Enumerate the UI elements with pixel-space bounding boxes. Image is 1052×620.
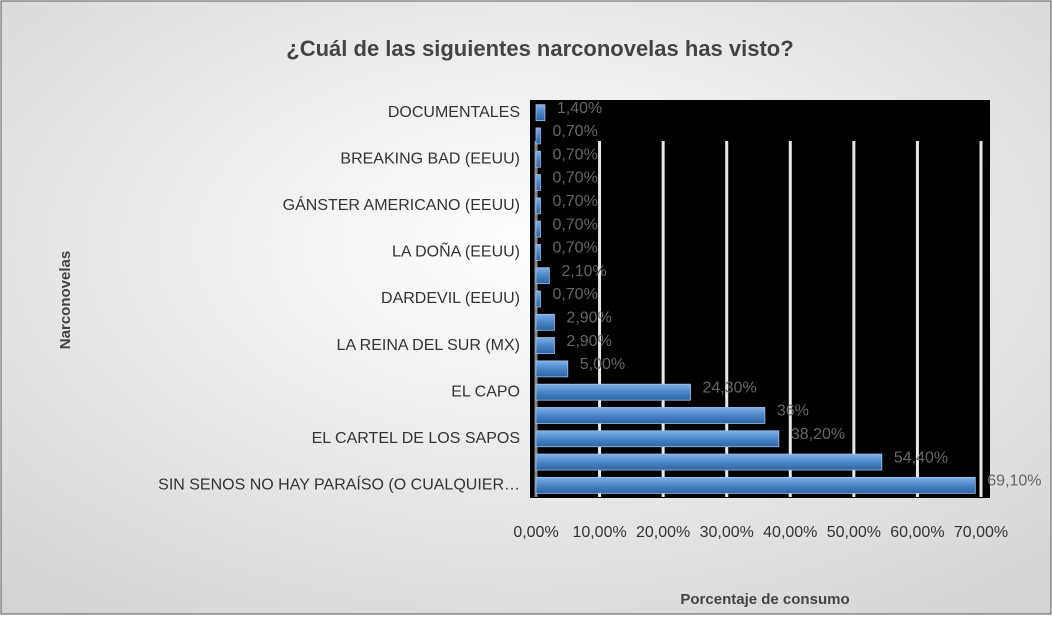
data-label: 5,00% bbox=[580, 356, 625, 373]
y-tick-label: GÁNSTER AMERICANO (EEUU) bbox=[283, 195, 520, 214]
data-label: 0,70% bbox=[552, 123, 597, 140]
bar bbox=[535, 430, 780, 448]
data-label: 0,70% bbox=[552, 240, 597, 257]
bar bbox=[535, 220, 541, 238]
bar bbox=[535, 290, 541, 308]
data-label: 38,20% bbox=[791, 426, 845, 443]
data-label: 2,10% bbox=[561, 263, 606, 280]
y-axis-title: Narconovelas bbox=[57, 251, 74, 349]
x-tick-label: 60,00% bbox=[890, 524, 944, 541]
bar bbox=[535, 383, 691, 401]
bar bbox=[535, 360, 569, 378]
bar bbox=[535, 244, 541, 261]
y-tick-label: DOCUMENTALES bbox=[388, 104, 520, 121]
bar bbox=[535, 174, 541, 191]
data-label: 69,10% bbox=[987, 473, 1041, 490]
x-tick-label: 50,00% bbox=[827, 524, 881, 541]
x-tick-label: 30,00% bbox=[700, 524, 754, 541]
data-label: 36% bbox=[777, 403, 809, 420]
bar bbox=[535, 476, 976, 494]
data-label: 2,90% bbox=[566, 333, 611, 350]
bar bbox=[535, 197, 541, 215]
x-tick-label: 40,00% bbox=[763, 524, 817, 541]
y-tick-label: SIN SENOS NO HAY PARAÍSO (O CUALQUIER… bbox=[158, 475, 520, 494]
x-axis-title: Porcentaje de consumo bbox=[680, 591, 849, 608]
data-label: 0,70% bbox=[552, 146, 597, 163]
bar bbox=[535, 104, 546, 122]
x-tick-label: 0,00% bbox=[513, 524, 558, 541]
x-tick-label: 20,00% bbox=[636, 524, 690, 541]
data-label: 2,90% bbox=[566, 310, 611, 327]
data-label: 0,70% bbox=[552, 170, 597, 187]
data-label: 0,70% bbox=[552, 193, 597, 210]
y-tick-label: LA REINA DEL SUR (MX) bbox=[337, 337, 520, 354]
data-label: 1,40% bbox=[557, 100, 602, 117]
y-tick-label: LA DOÑA (EEUU) bbox=[392, 241, 520, 261]
chart-title: ¿Cuál de las siguientes narconovelas has… bbox=[286, 36, 793, 61]
bar bbox=[535, 407, 766, 424]
y-tick-label: DARDEVIL (EEUU) bbox=[381, 290, 520, 307]
x-tick-label: 70,00% bbox=[954, 524, 1008, 541]
y-tick-label: BREAKING BAD (EEUU) bbox=[340, 150, 520, 167]
bar bbox=[535, 150, 541, 168]
bar bbox=[535, 313, 555, 331]
data-label: 54,40% bbox=[894, 449, 948, 466]
bar bbox=[535, 127, 541, 145]
x-tick-label: 10,00% bbox=[572, 524, 626, 541]
data-label: 0,70% bbox=[552, 216, 597, 233]
bar bbox=[535, 453, 883, 471]
y-tick-label: EL CARTEL DE LOS SAPOS bbox=[312, 430, 520, 447]
bar bbox=[535, 267, 550, 285]
data-label: 0,70% bbox=[552, 286, 597, 303]
y-tick-label: EL CAPO bbox=[451, 383, 520, 400]
data-label: 24,30% bbox=[702, 379, 756, 396]
bar bbox=[535, 337, 555, 354]
